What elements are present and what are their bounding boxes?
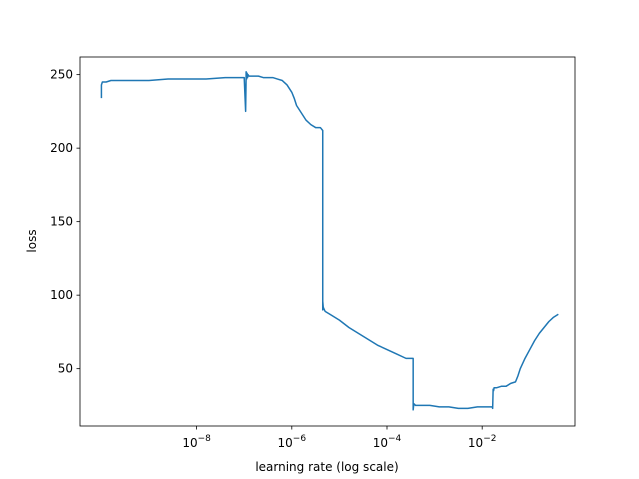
y-tick-label: 200 [50, 141, 73, 155]
plot-area [100, 70, 559, 411]
y-tick-label: 100 [50, 288, 73, 302]
x-tick-label: 10−4 [373, 434, 402, 450]
y-tick-label: 250 [50, 68, 73, 82]
series-line-loss [100, 70, 559, 411]
x-tick-label: 10−6 [278, 434, 307, 450]
y-tick-label: 150 [50, 215, 73, 229]
axes-frame [79, 56, 576, 427]
x-axis-ticks: 10−8 10−6 10−4 10−2 [182, 426, 496, 450]
x-axis-label: learning rate (log scale) [255, 460, 398, 474]
y-tick-label: 50 [58, 362, 73, 376]
x-tick-label: 10−8 [182, 434, 211, 450]
y-axis-label: loss [25, 229, 39, 252]
y-axis-ticks: 50 100 150 200 250 [50, 68, 80, 376]
x-tick-label: 10−2 [468, 434, 497, 450]
